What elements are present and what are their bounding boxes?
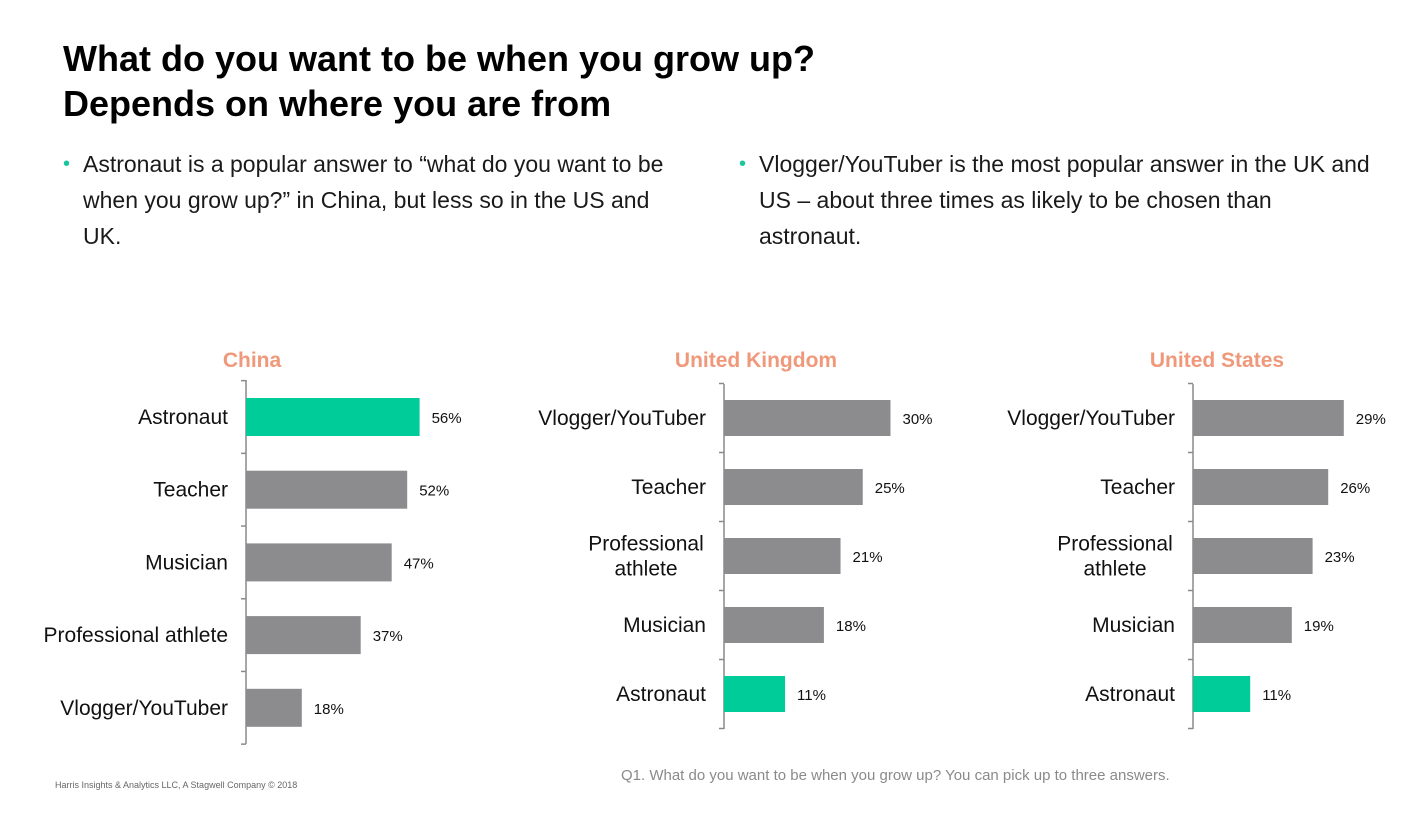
category-label: Vlogger/YouTuber: [1007, 407, 1175, 430]
bullet-text: Astronaut is a popular answer to “what d…: [83, 151, 664, 249]
bar: [1193, 607, 1292, 643]
bullet-point-china: • Astronaut is a popular answer to “what…: [63, 146, 693, 254]
data-label: 37%: [373, 628, 403, 645]
bar: [1193, 400, 1344, 436]
data-label: 18%: [836, 618, 866, 635]
bar: [1193, 676, 1251, 712]
chart-title: China: [223, 349, 282, 372]
data-label: 56%: [432, 410, 462, 427]
category-label: Astronaut: [616, 683, 706, 706]
category-label: Musician: [145, 551, 228, 574]
data-label: 30%: [903, 411, 933, 428]
data-label: 23%: [1325, 549, 1355, 566]
footer-question: Q1. What do you want to be when you grow…: [621, 767, 1170, 784]
category-label: Vlogger/YouTuber: [60, 697, 228, 720]
bar: [246, 688, 302, 727]
category-label: Teacher: [631, 476, 706, 499]
category-label: Astronaut: [138, 406, 228, 429]
data-label: 52%: [419, 483, 449, 500]
bar: [1193, 538, 1313, 574]
category-label: Teacher: [1100, 476, 1175, 499]
category-label: Musician: [623, 614, 706, 637]
data-label: 47%: [404, 555, 434, 572]
page-title: What do you want to be when you grow up?…: [63, 38, 815, 124]
bullet-point-uk-us: • Vlogger/YouTuber is the most popular a…: [739, 146, 1379, 254]
bar: [246, 616, 361, 655]
data-label: 11%: [797, 687, 826, 704]
category-label: Professional athlete: [588, 533, 704, 581]
data-label: 29%: [1356, 411, 1386, 428]
chart-title: United States: [1150, 349, 1284, 372]
data-label: 19%: [1304, 618, 1334, 635]
data-label: 26%: [1340, 480, 1370, 497]
data-label: 18%: [314, 701, 344, 718]
bar: [1193, 469, 1329, 505]
data-label: 11%: [1262, 687, 1291, 704]
bar: [246, 543, 392, 582]
bar: [724, 538, 841, 574]
bullet-icon: •: [739, 153, 747, 175]
category-label: Vlogger/YouTuber: [538, 407, 706, 430]
chart-title: United Kingdom: [675, 349, 837, 372]
footer-credit: Harris Insights & Analytics LLC, A Stagw…: [55, 780, 298, 790]
bar: [246, 398, 420, 436]
category-label: Teacher: [153, 479, 228, 502]
bar: [724, 607, 824, 643]
category-label: Astronaut: [1085, 683, 1175, 706]
bar: [246, 470, 408, 509]
bar: [724, 400, 891, 436]
category-label: Musician: [1092, 614, 1175, 637]
category-label: Professional athlete: [1057, 533, 1173, 581]
bar: [724, 469, 863, 505]
data-label: 25%: [875, 480, 905, 497]
bar: [724, 676, 786, 712]
bullet-text: Vlogger/YouTuber is the most popular ans…: [759, 151, 1370, 249]
data-label: 21%: [853, 549, 883, 566]
category-label: Professional athlete: [44, 624, 228, 647]
bullet-icon: •: [63, 153, 71, 175]
